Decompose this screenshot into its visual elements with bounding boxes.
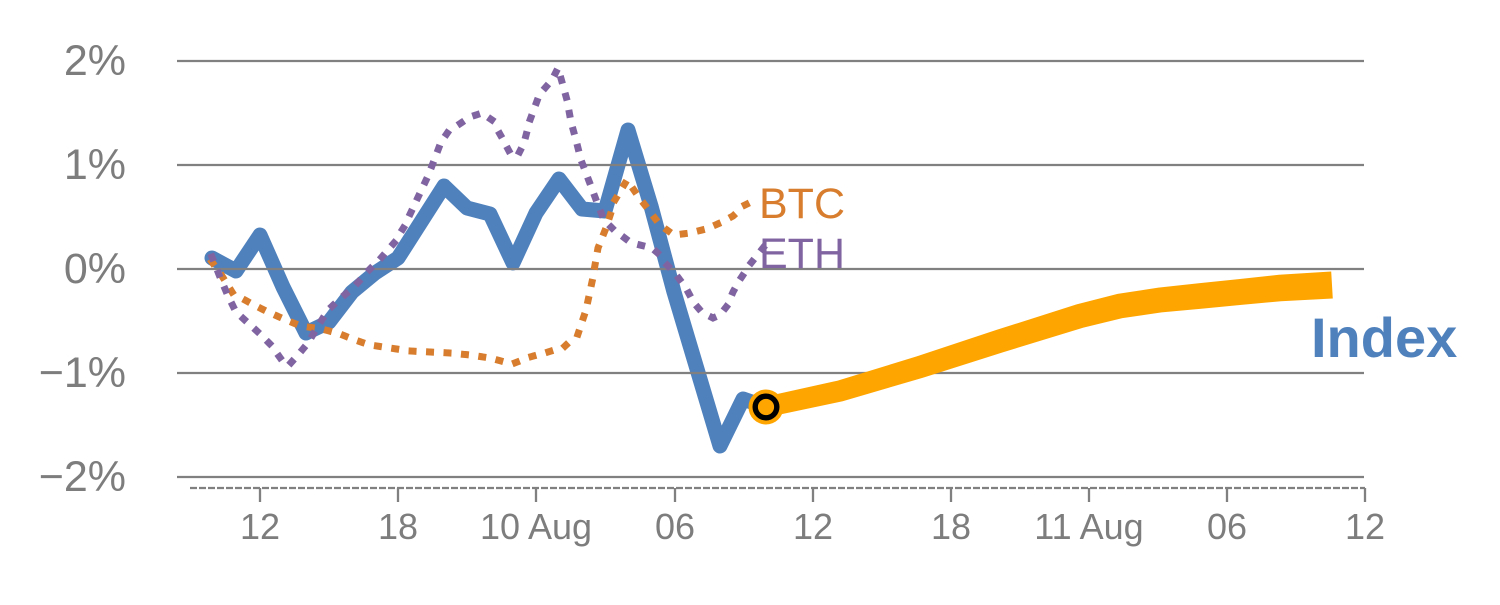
svg-text:0%: 0%: [64, 245, 126, 293]
svg-text:ETH: ETH: [759, 230, 845, 278]
svg-text:2%: 2%: [64, 37, 126, 85]
svg-text:06: 06: [655, 506, 695, 547]
svg-text:18: 18: [378, 506, 418, 547]
svg-text:12: 12: [793, 506, 833, 547]
svg-text:10 Aug: 10 Aug: [480, 506, 592, 547]
svg-text:−1%: −1%: [39, 349, 126, 397]
svg-text:06: 06: [1207, 506, 1247, 547]
svg-text:18: 18: [931, 506, 971, 547]
svg-text:12: 12: [240, 506, 280, 547]
svg-text:11 Aug: 11 Aug: [1034, 506, 1143, 547]
svg-text:Index: Index: [1311, 306, 1457, 369]
svg-text:BTC: BTC: [759, 180, 845, 228]
svg-text:1%: 1%: [64, 141, 126, 189]
svg-text:12: 12: [1345, 506, 1385, 547]
svg-text:−2%: −2%: [39, 453, 126, 501]
